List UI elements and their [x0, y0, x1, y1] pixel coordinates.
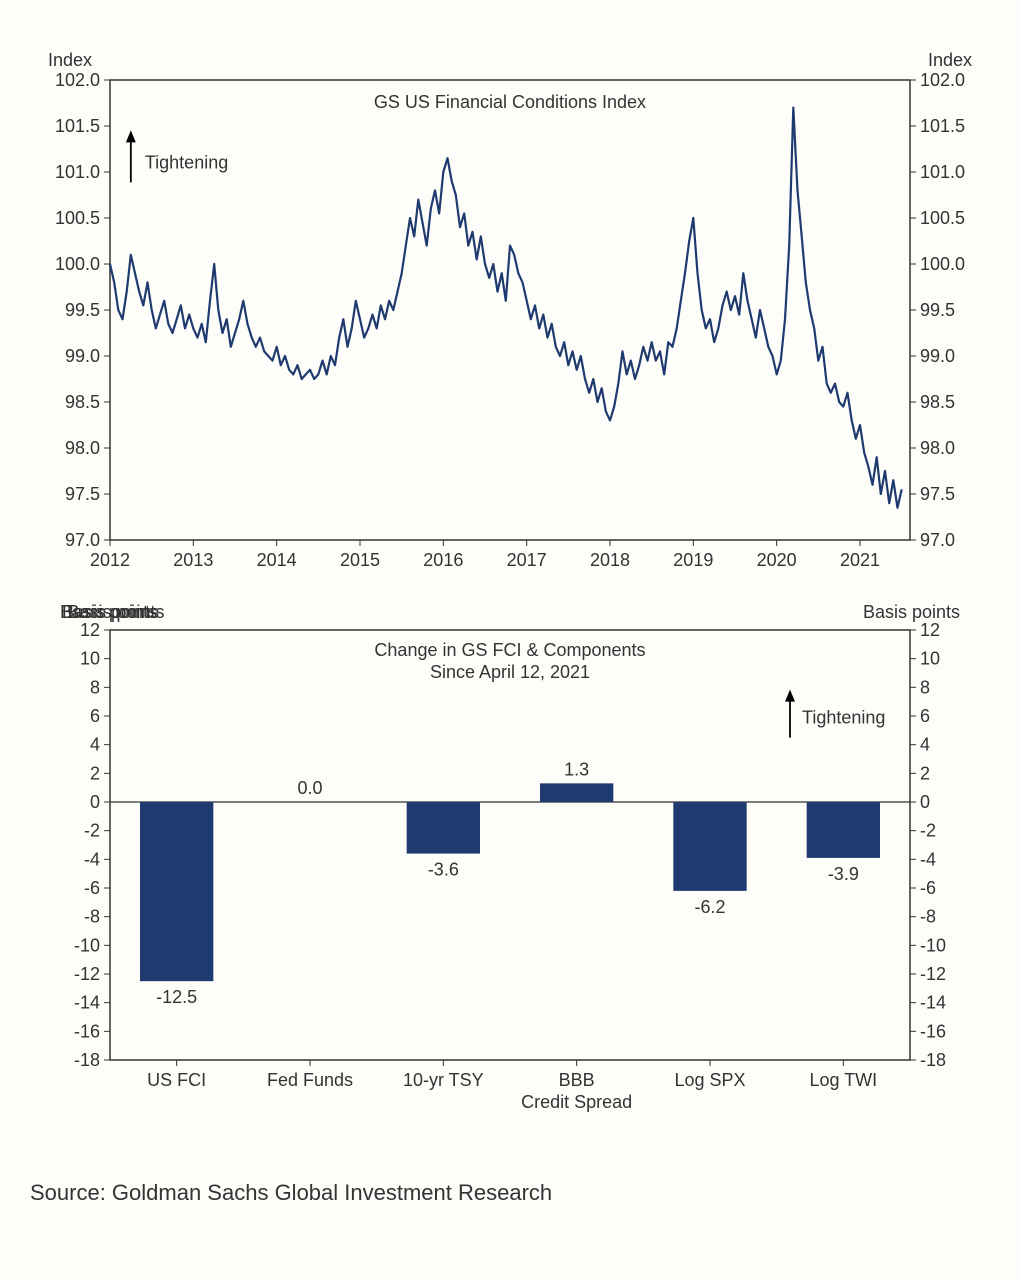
- line-xtick-label: 2016: [423, 550, 463, 570]
- bar-category-label: 10-yr TSY: [403, 1070, 484, 1090]
- bar-rect: [540, 783, 613, 802]
- line-chart-title: GS US Financial Conditions Index: [374, 92, 646, 112]
- tightening-arrow-head: [126, 130, 136, 142]
- line-xtick-label: 2012: [90, 550, 130, 570]
- chart-svg: Index Index 97.0 97.0 97.5 97.5 98.0 98.0 98.5 98…: [30, 40, 990, 1140]
- bar-ytick-label-right: 6: [920, 706, 930, 726]
- line-ytick-label-right: 98.5: [920, 392, 955, 412]
- bar-value-label: 1.3: [564, 759, 589, 779]
- bar-value-label: -3.9: [828, 864, 859, 884]
- bar-ytick-label-right: 0: [920, 792, 930, 812]
- bar-title-2: Since April 12, 2021: [430, 662, 590, 682]
- line-ytick-label-right: 99.5: [920, 300, 955, 320]
- bar-ytick-label-right: -8: [920, 907, 936, 927]
- bar-ytick-label-right: -10: [920, 935, 946, 955]
- fci-line-series: [110, 108, 902, 508]
- bar-ytick-label-left: 6: [90, 706, 100, 726]
- bar-ytick-label-right: -2: [920, 821, 936, 841]
- bar-ytick-label-right: -4: [920, 849, 936, 869]
- bar-ytick-label-left: 0: [90, 792, 100, 812]
- line-xtick-label: 2014: [257, 550, 297, 570]
- bar-tightening-label: Tightening: [802, 708, 885, 728]
- bar-rect: [807, 802, 880, 858]
- source-attribution: Source: Goldman Sachs Global Investment …: [30, 1180, 990, 1206]
- bar-rect: [673, 802, 746, 891]
- line-xtick-label: 2017: [507, 550, 547, 570]
- bar-ytick-label-left: -2: [84, 821, 100, 841]
- line-ytick-label-left: 98.5: [65, 392, 100, 412]
- bar-y-label-right: Basis points: [863, 602, 960, 622]
- bar-category-label: US FCI: [147, 1070, 206, 1090]
- line-ytick-label-left: 100.5: [55, 208, 100, 228]
- bar-ytick-label-left: -8: [84, 907, 100, 927]
- bar-title-1: Change in GS FCI & Components: [374, 640, 645, 660]
- line-xtick-label: 2018: [590, 550, 630, 570]
- line-ytick-label-left: 97.0: [65, 530, 100, 550]
- bar-y-label-left: Basis points: [60, 602, 157, 622]
- bar-ytick-label-left: 12: [80, 620, 100, 640]
- bar-category-label: Log TWI: [809, 1070, 877, 1090]
- bar-ytick-label-left: 8: [90, 677, 100, 697]
- bar-ytick-label-left: 10: [80, 649, 100, 669]
- bar-category-label: Credit Spread: [521, 1092, 632, 1112]
- line-ytick-label-right: 101.0: [920, 162, 965, 182]
- line-plot-border: [110, 80, 910, 540]
- line-xtick-label: 2020: [757, 550, 797, 570]
- line-yaxis-label-right: Index: [928, 50, 972, 70]
- bar-value-label: -12.5: [156, 987, 197, 1007]
- bar-ytick-label-left: -16: [74, 1021, 100, 1041]
- bar-ytick-label-right: 8: [920, 677, 930, 697]
- bar-ytick-label-right: -16: [920, 1021, 946, 1041]
- bar-ytick-label-left: -18: [74, 1050, 100, 1070]
- line-ytick-label-right: 102.0: [920, 70, 965, 90]
- bar-ytick-label-left: -14: [74, 993, 100, 1013]
- bar-ytick-label-left: -10: [74, 935, 100, 955]
- figure-container: Index Index 97.0 97.0 97.5 97.5 98.0 98.0 98.5 98…: [30, 40, 990, 1140]
- line-ytick-label-left: 101.5: [55, 116, 100, 136]
- line-xtick-label: 2019: [673, 550, 713, 570]
- line-ytick-label-right: 98.0: [920, 438, 955, 458]
- bar-value-label: -6.2: [694, 897, 725, 917]
- line-ytick-label-left: 98.0: [65, 438, 100, 458]
- bar-ytick-label-right: -18: [920, 1050, 946, 1070]
- line-ytick-label-right: 100.0: [920, 254, 965, 274]
- tightening-label: Tightening: [145, 152, 228, 172]
- line-xtick-label: 2013: [173, 550, 213, 570]
- bar-ytick-label-left: 2: [90, 763, 100, 783]
- line-xtick-label: 2021: [840, 550, 880, 570]
- line-ytick-label-left: 99.0: [65, 346, 100, 366]
- line-ytick-label-left: 99.5: [65, 300, 100, 320]
- bar-ytick-label-left: -6: [84, 878, 100, 898]
- line-yaxis-label-left: Index: [48, 50, 92, 70]
- line-ytick-label-right: 101.5: [920, 116, 965, 136]
- bar-ytick-label-right: 10: [920, 649, 940, 669]
- bar-ytick-label-left: -12: [74, 964, 100, 984]
- line-ytick-label-left: 101.0: [55, 162, 100, 182]
- line-ytick-label-right: 100.5: [920, 208, 965, 228]
- line-xtick-label: 2015: [340, 550, 380, 570]
- bar-ytick-label-right: 12: [920, 620, 940, 640]
- bar-ytick-label-left: -4: [84, 849, 100, 869]
- bar-ytick-label-right: -12: [920, 964, 946, 984]
- bar-value-label: 0.0: [297, 778, 322, 798]
- bar-category-label: Log SPX: [674, 1070, 745, 1090]
- bar-tightening-arrow-head: [785, 690, 795, 702]
- bar-rect: [407, 802, 480, 854]
- bar-ytick-label-right: 2: [920, 763, 930, 783]
- line-ytick-label-left: 97.5: [65, 484, 100, 504]
- bar-value-label: -3.6: [428, 860, 459, 880]
- bar-ytick-label-left: 4: [90, 735, 100, 755]
- bar-ytick-label-right: -14: [920, 993, 946, 1013]
- bar-ytick-label-right: 4: [920, 735, 930, 755]
- line-ytick-label-left: 100.0: [55, 254, 100, 274]
- bar-rect: [140, 802, 213, 981]
- bar-category-label: Fed Funds: [267, 1070, 353, 1090]
- line-ytick-label-right: 97.5: [920, 484, 955, 504]
- line-ytick-label-right: 97.0: [920, 530, 955, 550]
- bar-ytick-label-right: -6: [920, 878, 936, 898]
- line-ytick-label-right: 99.0: [920, 346, 955, 366]
- bar-category-label: BBB: [559, 1070, 595, 1090]
- line-ytick-label-left: 102.0: [55, 70, 100, 90]
